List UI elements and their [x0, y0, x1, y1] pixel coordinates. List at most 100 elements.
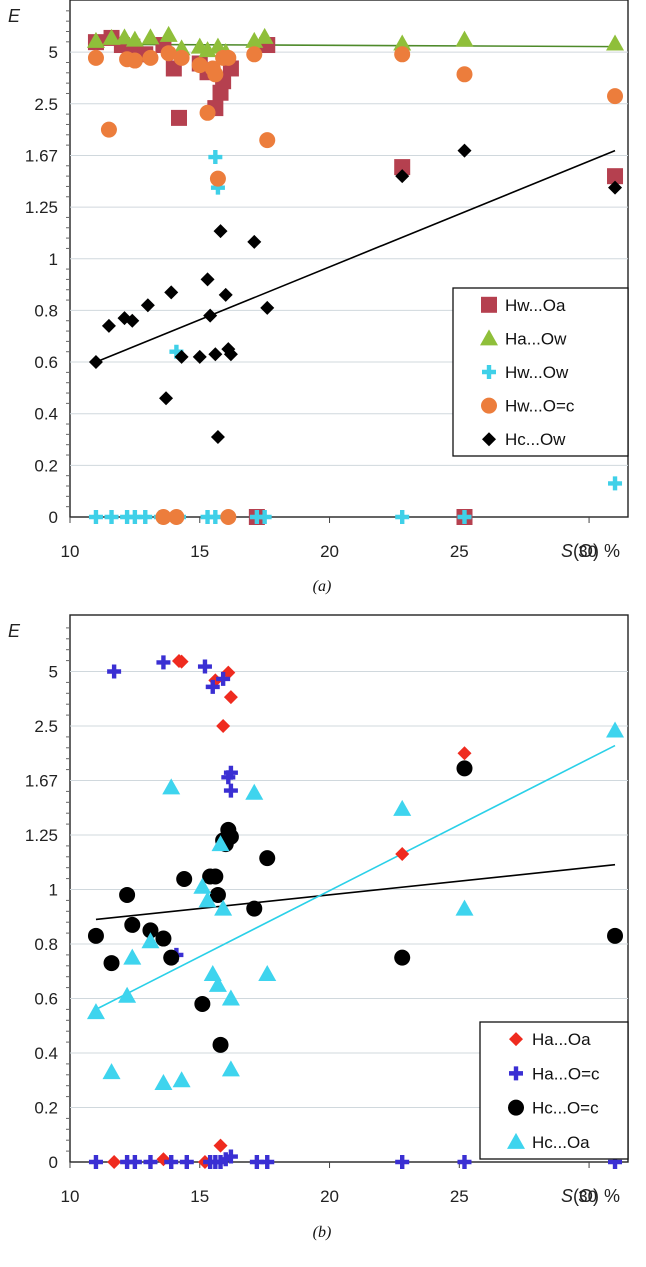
point-ha-oa: [395, 846, 410, 861]
point-ha-oa: [107, 1155, 122, 1169]
point-hc-oa: [258, 964, 277, 981]
x-tick-label: 30: [578, 1187, 597, 1206]
x-tick-label: 25: [450, 542, 469, 561]
point-hc-oeqc: [394, 949, 411, 966]
point-hc-ow: [260, 300, 275, 315]
point-hw-ow: [608, 476, 623, 491]
point-ha-ow: [255, 27, 274, 44]
y-tick-label: 1: [49, 881, 58, 900]
trendline-hc-oa: [95, 744, 616, 1011]
point-hw-oeqc: [191, 57, 208, 74]
point-hc-ow: [208, 347, 223, 362]
point-hw-oeqc: [87, 49, 104, 66]
point-hc-oeqc: [176, 871, 193, 888]
point-hw-oeqc: [259, 132, 276, 149]
series-hc-oa: [86, 721, 625, 1090]
point-hc-oa: [203, 964, 222, 981]
point-ha-oeqc: [143, 1155, 158, 1170]
point-hw-oeqc: [168, 509, 185, 525]
legend-marker-hc-ow: [482, 432, 496, 447]
point-hc-oeqc: [119, 886, 136, 903]
point-hc-oa: [154, 1073, 173, 1090]
point-ha-ow: [159, 25, 178, 42]
point-hc-oa: [221, 989, 240, 1006]
x-tick-label: 10: [61, 542, 80, 561]
point-hc-ow: [457, 143, 472, 158]
point-hc-oa: [118, 986, 137, 1003]
point-hw-ow: [200, 510, 215, 524]
point-hw-oeqc: [155, 509, 172, 525]
point-ha-oa: [457, 746, 472, 761]
point-hw-ow: [208, 510, 223, 524]
point-ha-ow: [455, 30, 474, 47]
point-hc-ow: [140, 298, 155, 313]
point-ha-oeqc: [197, 659, 212, 674]
point-hw-ow: [127, 510, 142, 524]
point-hw-oa: [394, 159, 411, 176]
plot-frame: [69, 614, 629, 1163]
point-hc-oa: [123, 948, 142, 965]
series-ha-ow: [86, 25, 625, 60]
point-ha-oeqc: [218, 1152, 233, 1167]
point-hw-oeqc: [220, 49, 237, 66]
point-ha-ow: [393, 34, 412, 51]
point-hc-oa: [606, 721, 625, 738]
point-ha-oeqc: [608, 1155, 623, 1170]
point-hc-oeqc: [222, 828, 239, 845]
y-tick-label: 0.8: [34, 935, 58, 954]
point-hc-oa: [393, 799, 412, 816]
point-hc-oeqc: [124, 916, 141, 933]
y-tick-label: 0: [49, 508, 58, 527]
legend-label-hc-ow: Hc...Ow: [505, 430, 566, 449]
point-ha-oeqc: [221, 770, 236, 785]
point-hw-ow: [257, 510, 272, 524]
point-hc-ow: [101, 318, 116, 333]
point-hc-ow: [210, 429, 225, 444]
point-ha-oeqc: [205, 679, 220, 694]
point-ha-oa: [174, 654, 189, 669]
legend-label-ha-oa: Ha...Oa: [532, 1030, 591, 1049]
x-tick-label: 20: [320, 542, 339, 561]
point-hw-oeqc: [126, 52, 143, 69]
x-axis-title-rest: (O) %: [573, 1186, 620, 1206]
x-axis-title: S(O) %: [561, 1186, 620, 1206]
trendline-hc-ow: [95, 149, 616, 363]
legend-label-hc-oa: Hc...Oa: [532, 1133, 590, 1152]
point-ha-oeqc: [127, 1155, 142, 1170]
y-tick-label: 0.2: [34, 1099, 58, 1118]
point-hc-oa: [162, 778, 181, 795]
y-tick-label: 5: [49, 663, 58, 682]
y-tick-label: 5: [49, 43, 58, 62]
series-hc-oeqc: [87, 760, 624, 1053]
point-hw-oeqc: [394, 46, 411, 63]
point-ha-oeqc: [249, 1155, 264, 1170]
point-ha-oa: [216, 719, 231, 733]
trendline-hc-oeqc: [95, 863, 616, 921]
point-ha-ow: [141, 28, 160, 45]
legend-marker-hc-oa: [507, 1132, 525, 1149]
point-hc-ow: [608, 180, 623, 195]
y-axis-title: E: [8, 621, 21, 641]
point-hc-oeqc: [163, 949, 180, 966]
point-hw-ow: [104, 510, 119, 524]
legend-marker-hw-oeqc: [481, 397, 497, 414]
point-ha-oeqc: [260, 1155, 275, 1170]
y-tick-label: 2.5: [34, 95, 58, 114]
point-hc-oeqc: [87, 927, 104, 944]
point-hc-oa: [172, 1071, 191, 1088]
point-hc-oeqc: [456, 760, 473, 777]
point-hw-ow: [120, 510, 135, 524]
legend-label-hw-ow: Hw...Ow: [505, 363, 569, 382]
x-axis-title-rest: (O) %: [573, 541, 620, 561]
point-hc-ow: [395, 169, 410, 184]
legend-marker-ha-ow: [480, 329, 498, 346]
point-hw-ow: [138, 510, 153, 524]
y-tick-label: 0: [49, 1153, 58, 1172]
point-ha-ow: [125, 30, 144, 47]
point-hw-ow: [395, 510, 410, 524]
x-axis-title-s: S: [561, 541, 573, 561]
legend-label-hw-oeqc: Hw...O=c: [505, 397, 575, 416]
point-hw-ow: [208, 150, 223, 165]
legend-marker-ha-oa: [509, 1032, 523, 1047]
